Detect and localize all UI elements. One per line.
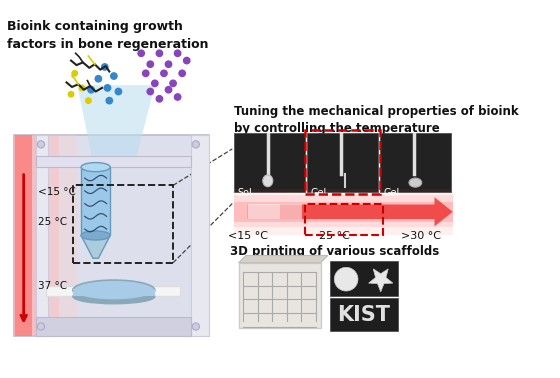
- Bar: [35, 135, 48, 336]
- Circle shape: [170, 80, 176, 87]
- Circle shape: [156, 96, 162, 102]
- Bar: [35, 318, 192, 336]
- Bar: [380, 133, 451, 192]
- Circle shape: [334, 267, 358, 291]
- Circle shape: [88, 87, 94, 93]
- Bar: [330, 298, 398, 331]
- Circle shape: [95, 76, 101, 82]
- Text: 25 °C: 25 °C: [38, 217, 67, 227]
- Circle shape: [101, 64, 108, 70]
- Bar: [234, 189, 452, 234]
- Bar: [81, 167, 110, 235]
- Circle shape: [86, 98, 91, 103]
- Circle shape: [38, 323, 45, 330]
- Circle shape: [184, 57, 190, 64]
- Bar: [307, 133, 378, 192]
- Bar: [35, 156, 192, 167]
- Bar: [248, 204, 302, 219]
- Text: Gel: Gel: [384, 188, 400, 198]
- Circle shape: [147, 61, 153, 67]
- Bar: [13, 135, 41, 336]
- Text: 25 °C: 25 °C: [319, 231, 350, 241]
- Bar: [239, 263, 321, 328]
- Polygon shape: [77, 85, 155, 167]
- Text: 37 °C: 37 °C: [38, 280, 67, 291]
- Text: KIST: KIST: [337, 305, 390, 325]
- Ellipse shape: [73, 280, 155, 300]
- Polygon shape: [81, 235, 110, 258]
- Bar: [13, 135, 209, 336]
- Bar: [234, 202, 452, 222]
- Bar: [305, 130, 380, 194]
- Bar: [13, 135, 59, 336]
- Text: Bioink containing growth
factors in bone regeneration: Bioink containing growth factors in bone…: [7, 20, 209, 51]
- Ellipse shape: [81, 163, 110, 172]
- Circle shape: [72, 71, 77, 76]
- Text: >30 °C: >30 °C: [401, 231, 441, 241]
- Circle shape: [68, 91, 74, 97]
- Text: <15 °C: <15 °C: [38, 187, 76, 197]
- Circle shape: [111, 73, 117, 79]
- Circle shape: [192, 141, 199, 148]
- Circle shape: [152, 80, 158, 87]
- Circle shape: [138, 50, 144, 56]
- Bar: [45, 285, 180, 296]
- Bar: [234, 195, 452, 227]
- Circle shape: [115, 88, 122, 95]
- Polygon shape: [368, 269, 393, 292]
- Circle shape: [165, 61, 172, 67]
- Bar: [305, 204, 382, 235]
- Bar: [234, 133, 305, 192]
- Ellipse shape: [263, 175, 273, 187]
- Polygon shape: [239, 256, 328, 263]
- Text: 3D printing of various scaffolds: 3D printing of various scaffolds: [230, 245, 439, 257]
- Circle shape: [38, 141, 45, 148]
- Text: Gel: Gel: [311, 188, 327, 198]
- Circle shape: [192, 323, 199, 330]
- Text: <15 °C: <15 °C: [228, 231, 268, 241]
- Circle shape: [104, 85, 111, 91]
- Circle shape: [174, 94, 181, 100]
- Ellipse shape: [81, 231, 110, 240]
- Text: Tuning the mechanical properties of bioink
by controlling the temperature: Tuning the mechanical properties of bioi…: [234, 105, 519, 135]
- Circle shape: [106, 98, 113, 104]
- Bar: [192, 135, 209, 336]
- Polygon shape: [248, 197, 452, 226]
- Circle shape: [161, 70, 167, 76]
- Circle shape: [80, 85, 85, 91]
- Bar: [16, 135, 32, 336]
- Text: Sol: Sol: [238, 188, 253, 198]
- Circle shape: [174, 50, 181, 56]
- Bar: [248, 204, 279, 219]
- Circle shape: [179, 70, 185, 76]
- Bar: [73, 289, 155, 296]
- Circle shape: [165, 87, 172, 93]
- Bar: [13, 135, 77, 336]
- Bar: [330, 261, 398, 296]
- Ellipse shape: [409, 178, 422, 187]
- Circle shape: [143, 70, 149, 76]
- Circle shape: [156, 50, 162, 56]
- Circle shape: [147, 88, 153, 95]
- Bar: [73, 185, 173, 263]
- Ellipse shape: [73, 289, 155, 304]
